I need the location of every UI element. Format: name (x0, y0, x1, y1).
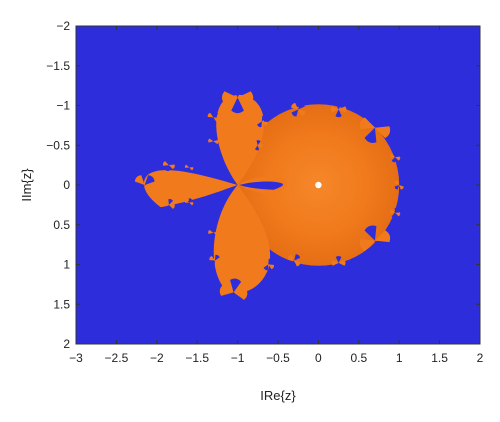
petal-left-lobe-top (163, 159, 175, 172)
petal-lower-lobe-left (209, 254, 221, 267)
x-tick-label: 1.5 (431, 351, 448, 365)
x-tick-label: −2.5 (105, 351, 129, 365)
petal-right-upper (390, 152, 401, 163)
y-tick-label: 2 (63, 337, 70, 351)
petal-left-lobe-bottom2 (184, 198, 194, 207)
spur-gap (239, 181, 283, 190)
petal-bottom-small (331, 255, 346, 270)
petal-right-lower (390, 207, 401, 218)
upper-lobe (216, 94, 264, 185)
petal-top-small (330, 101, 347, 118)
y-tick-label: 0 (63, 178, 70, 192)
petal-left-lobe-tip (134, 175, 155, 195)
x-tick-label: −3 (69, 351, 83, 365)
petal-upper-lobe-left2 (208, 136, 219, 147)
petal-lower-lobe-right (262, 258, 275, 271)
petal-upper-lobe-right2 (252, 140, 263, 151)
left-lobe (143, 170, 238, 208)
petal-bottom-left-small (287, 254, 301, 267)
y-tick-label: −0.5 (46, 138, 70, 152)
x-tick-label: −1 (231, 351, 245, 365)
y-tick-label: 0.5 (53, 218, 70, 232)
y-axis-ticks: −2 −1.5 −1 −0.5 0 0.5 1 1.5 2 (46, 19, 480, 351)
petal-upper-lobe-tip (221, 81, 254, 114)
petal-lower-lobe-tip (219, 278, 248, 307)
y-axis-label: IIm{z} (19, 168, 34, 202)
petal-upper-right (359, 112, 391, 143)
lower-lobe (213, 185, 271, 293)
x-axis-ticks: −3 −2.5 −2 −1.5 −1 −0.5 0 0.5 1 1.5 2 (69, 26, 484, 365)
y-tick-label: −1.5 (46, 59, 70, 73)
x-tick-label: −1.5 (185, 351, 209, 365)
y-tick-label: 1.5 (53, 297, 70, 311)
x-tick-label: −2 (150, 351, 164, 365)
x-axis-label: IRe{z} (260, 388, 296, 403)
x-tick-label: 0 (315, 351, 322, 365)
y-tick-label: −1 (56, 99, 70, 113)
petal-upper-lobe-left (207, 111, 220, 124)
x-tick-label: 2 (477, 351, 484, 365)
petal-left-lobe-top2 (184, 163, 194, 172)
petal-right-edge (394, 180, 404, 190)
petal-left-lobe-bottom (163, 198, 175, 211)
y-tick-label: −2 (56, 19, 70, 33)
x-tick-label: 0.5 (350, 351, 367, 365)
petal-lower-lobe-left2 (208, 227, 219, 238)
y-tick-label: 1 (63, 258, 70, 272)
petal-upper-lobe-right (256, 115, 268, 128)
x-tick-label: −0.5 (266, 351, 290, 365)
fixed-point-marker (315, 181, 322, 189)
petal-top-left-small (291, 102, 306, 117)
x-tick-label: 1 (396, 351, 403, 365)
petal-lower-right (359, 225, 391, 256)
